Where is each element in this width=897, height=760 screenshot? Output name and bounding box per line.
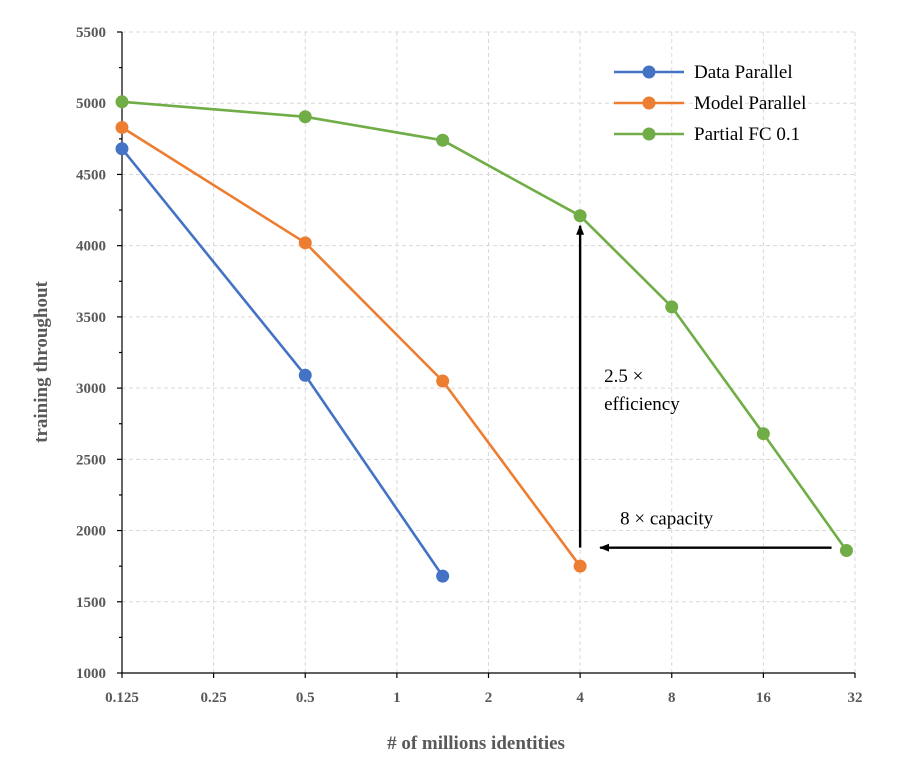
series-data-parallel bbox=[115, 142, 450, 583]
y-tick-label: 5000 bbox=[76, 96, 106, 112]
y-tick-label: 1000 bbox=[76, 666, 106, 682]
efficiency-label: 2.5 × bbox=[604, 366, 643, 387]
x-tick-label: 0.25 bbox=[201, 690, 227, 706]
y-tick-labels: 1000 1500 2000 2500 3000 3500 4000 4500 5000 5500 bbox=[76, 25, 106, 682]
y-tick-label: 2000 bbox=[76, 524, 106, 540]
legend: Data Parallel Model Parallel Partial FC 0.… bbox=[614, 62, 806, 145]
legend-label: Partial FC 0.1 bbox=[694, 124, 800, 145]
x-tick-label: 2 bbox=[485, 690, 493, 706]
data-point bbox=[665, 300, 679, 314]
x-axis-title: # of millions identities bbox=[387, 733, 565, 754]
x-tick-label: 0.125 bbox=[105, 690, 139, 706]
x-tick-label: 32 bbox=[848, 690, 863, 706]
x-tick-label: 16 bbox=[756, 690, 772, 706]
x-tick-labels: 0.125 0.25 0.5 1 2 4 8 16 32 bbox=[105, 690, 862, 706]
annotation-capacity: 8 × capacity bbox=[599, 509, 832, 552]
legend-marker bbox=[642, 96, 656, 110]
y-axis-title: training throughout bbox=[31, 280, 52, 442]
grid bbox=[122, 31, 856, 673]
y-tick-label: 3000 bbox=[76, 381, 106, 397]
data-point bbox=[756, 427, 770, 441]
y-tick-label: 4000 bbox=[76, 239, 106, 255]
series-line bbox=[121, 126, 582, 567]
series-model-parallel bbox=[115, 120, 587, 573]
data-point bbox=[573, 209, 587, 223]
x-tick-label: 0.5 bbox=[296, 690, 315, 706]
data-point bbox=[298, 236, 312, 250]
series-group bbox=[115, 95, 853, 583]
y-tick-label: 5500 bbox=[76, 25, 106, 41]
legend-entry: Model Parallel bbox=[614, 93, 806, 114]
data-point bbox=[573, 559, 587, 573]
data-point bbox=[115, 95, 129, 109]
data-point bbox=[298, 110, 312, 124]
series-line bbox=[120, 147, 444, 577]
y-tick-label: 2500 bbox=[76, 452, 106, 468]
legend-label: Model Parallel bbox=[694, 93, 806, 114]
annotations: 2.5 × efficiency 8 × capacity bbox=[576, 224, 832, 552]
data-point bbox=[839, 543, 853, 557]
legend-label: Data Parallel bbox=[694, 62, 793, 83]
x-tick-label: 1 bbox=[393, 690, 401, 706]
legend-marker bbox=[642, 127, 656, 141]
data-point bbox=[436, 374, 450, 388]
data-point bbox=[298, 368, 312, 382]
efficiency-label: efficiency bbox=[604, 394, 680, 415]
y-tick-label: 3500 bbox=[76, 310, 106, 326]
data-point bbox=[115, 142, 129, 156]
y-tick-label: 4500 bbox=[76, 167, 106, 183]
data-point bbox=[115, 120, 129, 134]
series-line bbox=[121, 100, 848, 552]
capacity-label: 8 × capacity bbox=[620, 509, 714, 530]
x-tick-label: 8 bbox=[668, 690, 676, 706]
data-point bbox=[436, 133, 450, 147]
y-tick-label: 1500 bbox=[76, 595, 106, 611]
annotation-efficiency: 2.5 × efficiency bbox=[576, 224, 680, 548]
legend-entry: Partial FC 0.1 bbox=[614, 124, 800, 145]
legend-entry: Data Parallel bbox=[614, 62, 793, 83]
x-tick-label: 4 bbox=[576, 690, 584, 706]
series-partial-fc-0-1 bbox=[115, 95, 853, 557]
data-point bbox=[436, 569, 450, 583]
legend-marker bbox=[642, 65, 656, 79]
